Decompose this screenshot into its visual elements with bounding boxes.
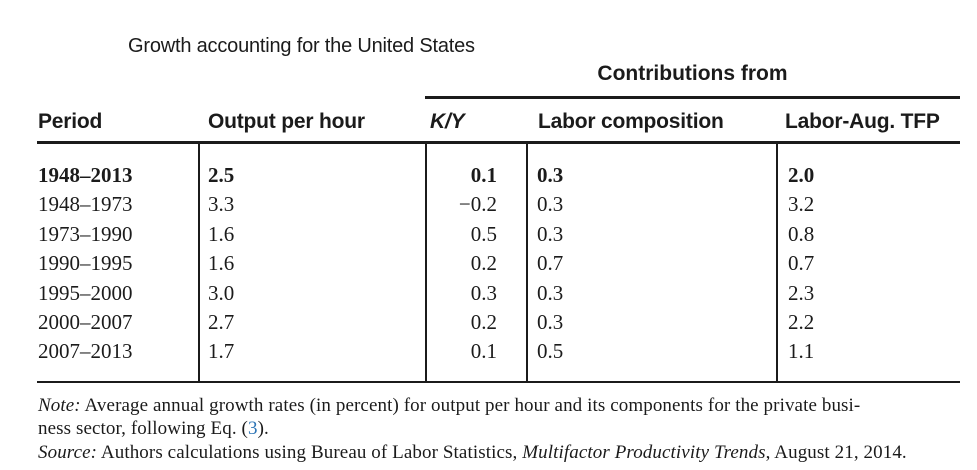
cell-period: 1973–1990	[38, 221, 133, 246]
cell-output-per-hour: 1.6	[208, 251, 235, 276]
source-text: Authors calculations using Bureau of Lab…	[97, 441, 523, 463]
cell-labor-aug-tfp: 2.3	[788, 280, 815, 305]
table-row: 2000–2007 2.7 0.2 0.3 2.2	[0, 308, 977, 337]
note-text-continued: ness sector, following Eq. (	[38, 418, 248, 440]
column-divider-1	[198, 144, 200, 381]
cell-labor-composition: 0.3	[537, 280, 564, 305]
cell-labor-aug-tfp: 2.0	[788, 163, 815, 187]
cell-labor-aug-tfp: 0.7	[788, 251, 815, 276]
source-line: Source: Authors calculations using Burea…	[38, 441, 964, 464]
cell-output-per-hour: 1.6	[208, 221, 235, 246]
note-text-end: ).	[257, 418, 269, 440]
cell-labor-aug-tfp: 1.1	[788, 339, 815, 364]
table-row: 2007–2013 1.7 0.1 0.5 1.1	[0, 337, 977, 366]
note-text: Average annual growth rates (in percent)…	[80, 395, 861, 416]
column-header-period: Period	[38, 110, 103, 133]
note-line-1: Note: Average annual growth rates (in pe…	[38, 394, 964, 417]
cell-period: 1990–1995	[38, 251, 133, 276]
cell-period: 2007–2013	[38, 339, 133, 364]
cell-labor-composition: 0.5	[537, 339, 564, 364]
cell-period: 1948–2013	[38, 163, 133, 187]
group-header-contributions: Contributions from	[597, 62, 788, 85]
cell-labor-composition: 0.3	[537, 221, 564, 246]
cell-labor-composition: 0.3	[537, 192, 564, 217]
cell-output-per-hour: 2.5	[208, 163, 235, 187]
table-row: 1948–2013 2.5 0.1 0.3 2.0	[0, 161, 977, 190]
column-header-labor-composition: Labor composition	[538, 110, 724, 133]
contributions-underline-rule	[425, 96, 960, 99]
column-divider-3	[526, 144, 528, 381]
cell-period: 1948–1973	[38, 192, 133, 217]
cell-ky: 0.1	[470, 339, 497, 364]
table-notes: Note: Average annual growth rates (in pe…	[38, 394, 964, 464]
column-divider-2	[425, 144, 427, 381]
cell-period: 1995–2000	[38, 280, 133, 305]
table-row: 1990–1995 1.6 0.2 0.7 0.7	[0, 249, 977, 278]
cell-output-per-hour: 3.0	[208, 280, 235, 305]
cell-labor-aug-tfp: 0.8	[788, 221, 815, 246]
table-row: 1995–2000 3.0 0.3 0.3 2.3	[0, 279, 977, 308]
cell-output-per-hour: 1.7	[208, 339, 235, 364]
cell-labor-composition: 0.7	[537, 251, 564, 276]
cell-period: 2000–2007	[38, 309, 133, 334]
note-line-2: ness sector, following Eq. (3).	[38, 417, 964, 440]
table-bottom-rule	[37, 381, 960, 383]
column-header-output-per-hour: Output per hour	[208, 110, 365, 133]
column-header-ky: K/Y	[430, 110, 465, 133]
cell-labor-composition: 0.3	[537, 309, 564, 334]
cell-ky: 0.5	[470, 221, 497, 246]
column-header-labor-aug-tfp: Labor-Aug. TFP	[785, 110, 940, 133]
cell-output-per-hour: 3.3	[208, 192, 235, 217]
cell-ky: 0.3	[470, 280, 497, 305]
source-publication-title: Multifactor Productivity Trends	[522, 441, 766, 463]
cell-output-per-hour: 2.7	[208, 309, 235, 334]
cell-ky: 0.2	[470, 251, 497, 276]
table-row: 1973–1990 1.6 0.5 0.3 0.8	[0, 220, 977, 249]
table-row: 1948–1973 3.3 −0.2 0.3 3.2	[0, 190, 977, 219]
cell-labor-aug-tfp: 3.2	[788, 192, 815, 217]
source-label: Source:	[38, 441, 98, 463]
equation-reference-link[interactable]: 3	[247, 418, 258, 440]
cell-labor-composition: 0.3	[537, 163, 564, 187]
cell-labor-aug-tfp: 2.2	[788, 309, 815, 334]
note-label: Note:	[38, 395, 81, 416]
cell-ky: 0.1	[470, 163, 497, 187]
source-date: , August 21, 2014.	[765, 441, 907, 463]
cell-ky: −0.2	[458, 192, 497, 217]
column-divider-4	[776, 144, 778, 381]
cell-ky: 0.2	[470, 309, 497, 334]
table-body: 1948–2013 2.5 0.1 0.3 2.0 1948–1973 3.3 …	[0, 161, 977, 367]
header-rule	[37, 141, 960, 144]
table-title: Growth accounting for the United States	[128, 35, 475, 57]
